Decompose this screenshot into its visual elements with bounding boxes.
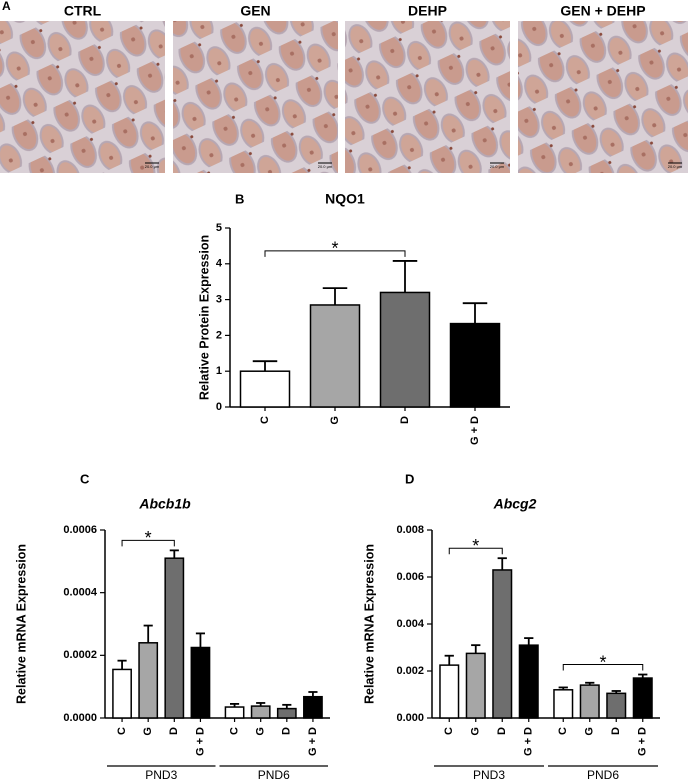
x-tick-label: D <box>281 727 293 735</box>
y-tick-label: 4 <box>216 258 223 270</box>
bar <box>379 291 431 408</box>
x-tick-label: G + D <box>523 727 535 756</box>
bar <box>553 689 574 719</box>
x-tick-label: G + D <box>469 416 481 445</box>
significance-bracket <box>121 539 175 547</box>
x-tick-label: G <box>584 727 596 736</box>
bar <box>164 557 185 719</box>
panel-label: B <box>235 191 244 206</box>
image-title: DEHP <box>408 3 447 19</box>
significance-bracket <box>264 250 406 257</box>
image-title: GEN + DEHP <box>560 3 645 19</box>
bar <box>492 569 513 719</box>
bar <box>579 684 600 719</box>
tissue-image <box>518 21 688 173</box>
y-axis-label: Relative mRNA Expression <box>14 544 28 704</box>
tissue-image <box>173 21 338 173</box>
x-tick-label: C <box>557 727 569 735</box>
x-tick-label: D <box>168 727 180 735</box>
y-tick-label: 0.000 <box>396 712 424 724</box>
y-tick-label: 1 <box>216 365 222 377</box>
x-tick-label: G <box>255 727 267 736</box>
scale-bar-label: 20.0 μm <box>318 164 333 169</box>
y-tick-label: 0.0000 <box>63 712 97 724</box>
x-tick-label: G + D <box>637 727 649 756</box>
bar <box>518 644 539 719</box>
y-tick-label: 0.002 <box>396 665 424 677</box>
x-tick-label: G <box>470 727 482 736</box>
scale-bar-label: 20.0 μm <box>668 164 683 169</box>
significance-label: * <box>331 239 338 259</box>
x-tick-label: C <box>116 727 128 735</box>
bar <box>276 707 297 719</box>
panel-label: A <box>2 0 11 13</box>
bar <box>465 652 486 719</box>
x-tick-label: C <box>228 727 240 735</box>
significance-label: * <box>599 652 606 672</box>
x-tick-label: D <box>610 727 622 735</box>
group-label: PND3 <box>145 768 177 782</box>
panel-label: D <box>405 471 414 486</box>
tissue-image <box>0 21 165 173</box>
y-axis-label: Relative Protein Expression <box>197 235 211 400</box>
panel-label: C <box>80 471 90 486</box>
bar <box>239 370 291 408</box>
y-tick-label: 0 <box>216 401 222 413</box>
tissue-image <box>345 21 510 173</box>
y-tick-label: 5 <box>216 222 222 234</box>
bar <box>138 642 159 719</box>
y-tick-label: 0.0004 <box>63 587 98 599</box>
group-label: PND6 <box>587 768 619 782</box>
chart-title: NQO1 <box>325 191 365 207</box>
bar <box>303 695 323 719</box>
significance-bracket <box>562 664 644 671</box>
image-title: GEN <box>240 3 270 19</box>
y-tick-label: 0.0006 <box>63 524 97 536</box>
x-tick-label: D <box>496 727 508 735</box>
x-tick-label: C <box>443 727 455 735</box>
y-tick-label: 0.008 <box>396 524 424 536</box>
bar <box>190 646 211 719</box>
x-tick-label: G <box>142 727 154 736</box>
x-tick-label: G <box>329 416 341 425</box>
y-tick-label: 2 <box>216 329 222 341</box>
y-tick-label: 0.0002 <box>63 649 97 661</box>
bar <box>439 664 460 719</box>
y-tick-label: 0.004 <box>396 618 424 630</box>
scale-bar-label: 20.0 μm <box>490 164 505 169</box>
bar <box>606 692 627 719</box>
scale-bar-label: 20.0 μm <box>145 164 160 169</box>
group-label: PND6 <box>258 768 290 782</box>
bar <box>449 322 501 408</box>
significance-label: * <box>472 536 479 556</box>
bar <box>250 705 271 719</box>
significance-label: * <box>145 528 152 548</box>
x-tick-label: C <box>259 416 271 424</box>
y-axis-label: Relative mRNA Expression <box>362 544 376 704</box>
chart-title: Abcb1b <box>138 496 191 512</box>
x-tick-label: D <box>399 416 411 424</box>
bar <box>632 677 653 719</box>
group-label: PND3 <box>473 768 505 782</box>
image-title: CTRL <box>64 3 102 19</box>
x-tick-label: G + D <box>307 727 319 756</box>
bar <box>112 668 132 719</box>
y-tick-label: 3 <box>216 294 222 306</box>
bar <box>224 706 245 719</box>
significance-bracket <box>448 547 503 555</box>
x-tick-label: G + D <box>194 727 206 756</box>
bar <box>309 304 361 408</box>
y-tick-label: 0.006 <box>396 571 424 583</box>
chart-title: Abcg2 <box>493 496 537 512</box>
